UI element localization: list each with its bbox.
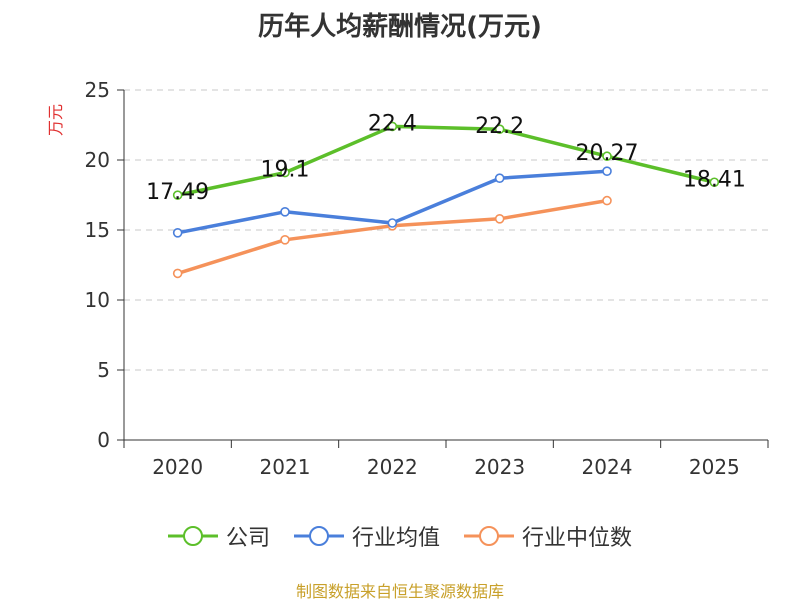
legend-marker-icon — [464, 526, 514, 546]
legend-label: 行业中位数 — [522, 526, 633, 551]
y-tick-label: 5 — [97, 358, 110, 382]
x-tick-label: 2020 — [152, 455, 203, 479]
chart-title: 历年人均薪酬情况(万元) — [258, 12, 542, 42]
data-label: 17.49 — [146, 180, 209, 205]
x-tick-label: 2023 — [474, 455, 525, 479]
data-label: 22.4 — [368, 111, 417, 136]
data-point — [602, 151, 612, 162]
data-label: 22.2 — [475, 114, 524, 139]
y-tick-label: 0 — [97, 428, 110, 452]
series-line-3 — [177, 198, 608, 276]
y-tick-label: 10 — [85, 288, 110, 312]
data-label: 18.41 — [683, 167, 746, 192]
x-tick-label: 2024 — [582, 455, 633, 479]
data-point — [494, 173, 505, 183]
y-tick-label: 15 — [85, 218, 110, 242]
legend-item-1[interactable]: 公司 — [167, 520, 270, 552]
x-tick-label: 2022 — [367, 455, 418, 479]
legend-marker-icon — [293, 526, 344, 546]
legend-item-2[interactable]: 行业均值 — [293, 520, 440, 552]
data-point — [494, 124, 505, 134]
data-label: 19.1 — [261, 158, 310, 183]
legend-item-3[interactable]: 行业中位数 — [464, 520, 632, 552]
data-point — [172, 268, 183, 279]
data-point — [494, 214, 505, 224]
x-tick-label: 2021 — [260, 455, 311, 479]
data-point — [280, 207, 290, 217]
data-point — [602, 166, 612, 176]
data-label: 20.27 — [576, 141, 639, 166]
data-source-note: 制图数据来自恒生聚源数据库 — [295, 582, 504, 601]
data-point — [280, 235, 290, 245]
data-point — [709, 177, 720, 188]
data-point — [280, 167, 290, 178]
legend: 公司 行业均值 行业中位数 — [0, 520, 800, 552]
data-point — [387, 218, 398, 228]
legend-label: 行业均值 — [351, 526, 440, 551]
data-point — [172, 190, 183, 200]
y-tick-label: 25 — [85, 78, 110, 102]
series-line-1 — [177, 124, 715, 197]
legend-marker-icon — [167, 526, 218, 546]
x-tick-label: 2025 — [689, 455, 740, 479]
legend-label: 公司 — [225, 526, 270, 551]
y-tick-label: 20 — [85, 148, 110, 172]
data-point — [172, 228, 183, 238]
data-point — [602, 195, 612, 206]
data-point — [387, 121, 398, 132]
